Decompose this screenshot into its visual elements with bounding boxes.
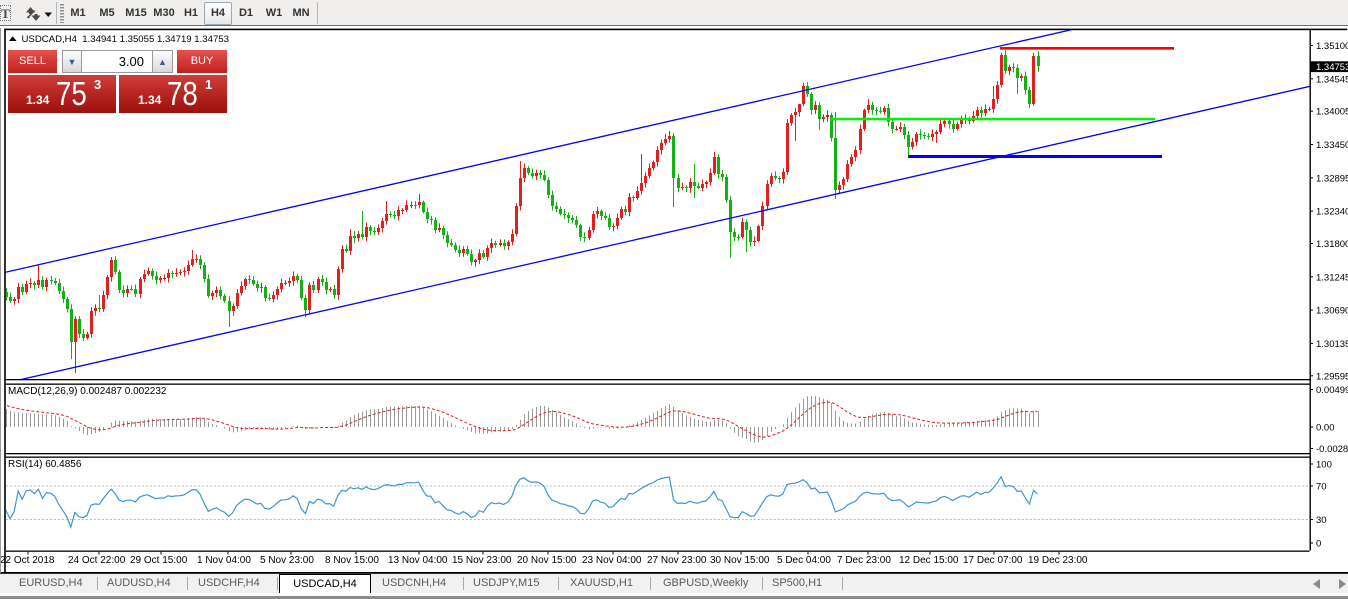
svg-text:RSI(14) 60.4856: RSI(14) 60.4856 [8,459,82,470]
svg-text:30 Nov 15:00: 30 Nov 15:00 [710,555,770,566]
svg-text:30: 30 [1316,515,1327,526]
svg-text:1.33450: 1.33450 [1316,140,1348,151]
svg-text:USDCAD,H4 1.34941 1.35055 1.3: USDCAD,H4 1.34941 1.35055 1.34719 1.3475… [22,34,229,45]
svg-text:100: 100 [1316,460,1332,471]
svg-text:1.32340: 1.32340 [1316,207,1348,218]
svg-text:1 Nov 04:00: 1 Nov 04:00 [197,555,251,566]
svg-text:1.34005: 1.34005 [1316,107,1348,118]
svg-text:29 Oct 15:00: 29 Oct 15:00 [130,555,188,566]
svg-text:8 Nov 15:00: 8 Nov 15:00 [325,555,379,566]
svg-text:20 Nov 15:00: 20 Nov 15:00 [517,555,577,566]
svg-text:1.31800: 1.31800 [1316,239,1348,250]
svg-text:24 Oct 22:00: 24 Oct 22:00 [68,555,126,566]
svg-text:5 Dec 04:00: 5 Dec 04:00 [777,555,831,566]
svg-text:23 Nov 04:00: 23 Nov 04:00 [582,555,642,566]
svg-text:17 Dec 07:00: 17 Dec 07:00 [963,555,1023,566]
svg-text:7 Dec 23:00: 7 Dec 23:00 [837,555,891,566]
svg-text:5 Nov 23:00: 5 Nov 23:00 [260,555,314,566]
svg-text:1.30135: 1.30135 [1316,339,1348,350]
svg-text:15 Nov 23:00: 15 Nov 23:00 [452,555,512,566]
svg-text:19 Dec 23:00: 19 Dec 23:00 [1028,555,1088,566]
svg-text:1.30690: 1.30690 [1316,306,1348,317]
svg-text:12 Dec 15:00: 12 Dec 15:00 [899,555,959,566]
svg-text:22 Oct 2018: 22 Oct 2018 [0,555,55,566]
svg-text:1.29595: 1.29595 [1316,371,1348,382]
svg-text:-0.00286: -0.00286 [1316,444,1348,455]
svg-text:0.00: 0.00 [1316,423,1335,434]
svg-text:1.31245: 1.31245 [1316,272,1348,283]
svg-text:27 Nov 23:00: 27 Nov 23:00 [647,555,707,566]
svg-text:13 Nov 04:00: 13 Nov 04:00 [388,555,448,566]
svg-text:1.34545: 1.34545 [1316,74,1348,85]
svg-text:1.35100: 1.35100 [1316,41,1348,52]
svg-text:MACD(12,26,9) 0.002487 0.00223: MACD(12,26,9) 0.002487 0.002232 [8,386,167,397]
svg-text:0: 0 [1316,539,1321,550]
svg-text:1.34753: 1.34753 [1316,62,1348,73]
svg-text:1.32895: 1.32895 [1316,173,1348,184]
svg-text:0.004999: 0.004999 [1316,385,1348,396]
svg-text:70: 70 [1316,482,1327,493]
